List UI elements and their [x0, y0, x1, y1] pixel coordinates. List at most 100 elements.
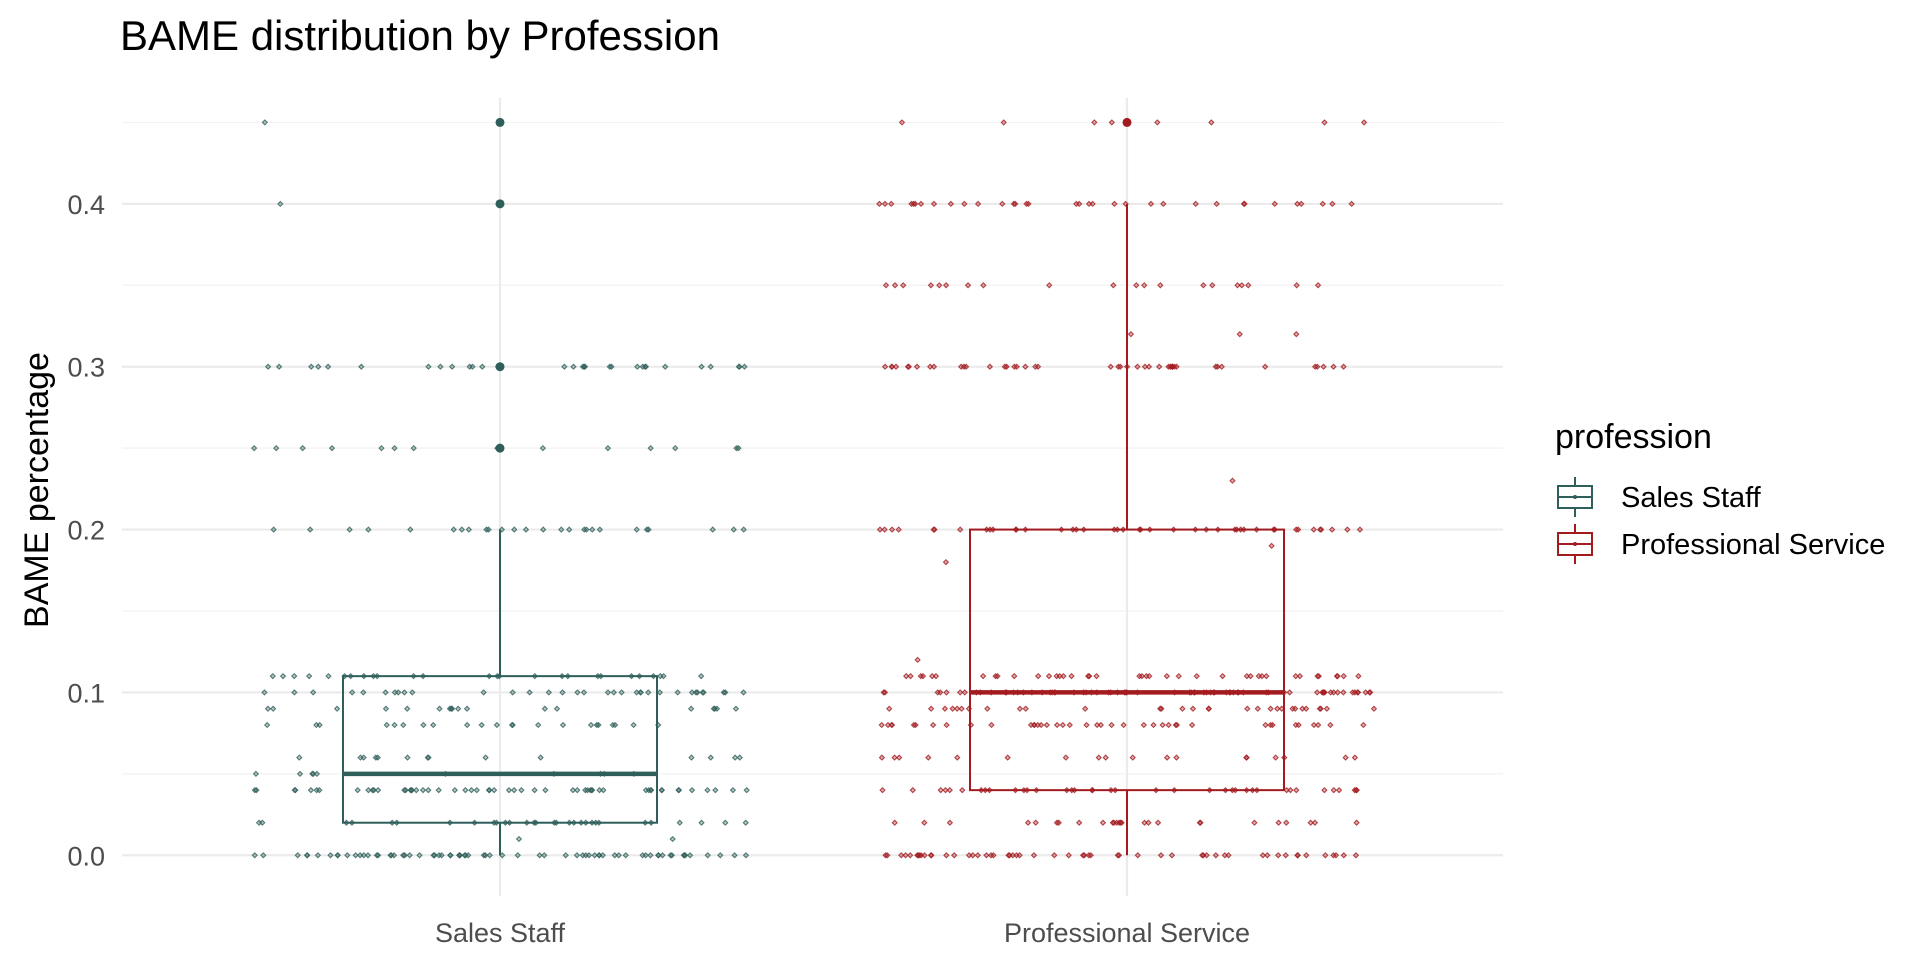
data-point: [463, 705, 471, 712]
data-point: [1199, 852, 1206, 859]
data-point: [668, 852, 676, 859]
data-point: [493, 721, 501, 729]
data-point: [930, 200, 938, 208]
data-point: [1200, 852, 1207, 859]
data-point: [536, 852, 543, 859]
data-point: [531, 786, 538, 794]
data-point: [742, 852, 750, 859]
data-point: [888, 363, 896, 370]
data-point: [1009, 852, 1016, 859]
data-point: [1150, 721, 1157, 729]
data-point: [881, 526, 888, 533]
data-point: [891, 754, 898, 761]
data-point: [1000, 119, 1007, 126]
data-point: [540, 526, 547, 533]
data-point: [898, 119, 906, 126]
data-point: [407, 526, 414, 533]
outlier-point: [495, 362, 505, 372]
data-point: [645, 526, 652, 533]
data-point: [643, 526, 651, 533]
data-point: [382, 689, 389, 696]
data-point: [1108, 119, 1115, 126]
data-point: [657, 672, 664, 680]
data-point: [1353, 786, 1360, 794]
data-point: [1022, 705, 1029, 712]
data-point: [1299, 705, 1306, 712]
data-point: [1218, 363, 1225, 370]
data-point: [974, 200, 982, 208]
data-point: [1055, 819, 1062, 826]
data-point: [270, 526, 277, 533]
data-point: [1328, 526, 1336, 533]
data-point: [912, 721, 919, 729]
data-point: [904, 363, 912, 370]
data-point: [1127, 330, 1135, 338]
data-point: [466, 363, 473, 370]
data-point: [974, 852, 981, 859]
data-point: [269, 705, 277, 712]
data-point: [1016, 852, 1023, 859]
data-point: [346, 526, 353, 533]
data-point: [936, 282, 943, 289]
data-point: [1147, 200, 1155, 208]
data-point: [639, 363, 646, 370]
data-point: [378, 444, 385, 452]
data-point: [1272, 754, 1279, 761]
data-point: [510, 786, 518, 794]
data-point: [630, 721, 637, 729]
data-point: [430, 852, 437, 859]
data-point: [946, 819, 954, 826]
data-point: [615, 852, 622, 859]
data-point: [413, 786, 420, 794]
data-point: [1334, 689, 1341, 696]
data-point: [1274, 705, 1281, 712]
data-point: [383, 721, 390, 729]
data-point: [581, 363, 588, 370]
data-point: [1315, 672, 1323, 680]
data-point: [647, 444, 654, 452]
data-point: [1349, 689, 1356, 696]
data-point: [370, 786, 377, 794]
data-point: [358, 363, 365, 370]
data-point: [888, 721, 896, 729]
data-point: [1351, 754, 1359, 761]
data-point: [1024, 819, 1032, 826]
data-point: [1140, 721, 1147, 729]
data-point: [884, 852, 891, 859]
data-point: [1294, 852, 1302, 859]
data-point: [994, 672, 1001, 680]
data-point: [261, 689, 268, 696]
data-point: [876, 526, 884, 533]
data-point: [1163, 754, 1171, 761]
data-point: [373, 852, 381, 859]
data-point: [264, 363, 272, 370]
data-point: [699, 689, 706, 696]
data-point: [1138, 672, 1146, 680]
data-point: [1293, 786, 1300, 794]
data-point: [941, 705, 949, 712]
data-point: [1032, 819, 1039, 826]
data-point: [400, 721, 407, 729]
data-point: [645, 786, 652, 794]
data-point: [730, 526, 737, 533]
data-point: [1362, 689, 1369, 696]
data-point: [888, 200, 895, 208]
data-point: [451, 786, 459, 794]
data-point: [559, 689, 566, 696]
data-point: [416, 852, 423, 859]
legend-key-point: [1573, 495, 1577, 499]
data-point: [448, 705, 455, 712]
data-point: [610, 689, 617, 696]
data-point: [1117, 819, 1124, 826]
data-point: [1043, 721, 1050, 729]
data-point: [436, 705, 443, 712]
data-point: [1267, 705, 1274, 712]
data-point: [1303, 852, 1310, 859]
data-point: [1196, 819, 1204, 826]
data-point: [921, 852, 928, 859]
data-point: [1165, 721, 1172, 729]
data-point: [1283, 819, 1290, 826]
data-point: [1296, 672, 1304, 680]
data-point: [1330, 786, 1337, 794]
data-point: [946, 786, 953, 794]
